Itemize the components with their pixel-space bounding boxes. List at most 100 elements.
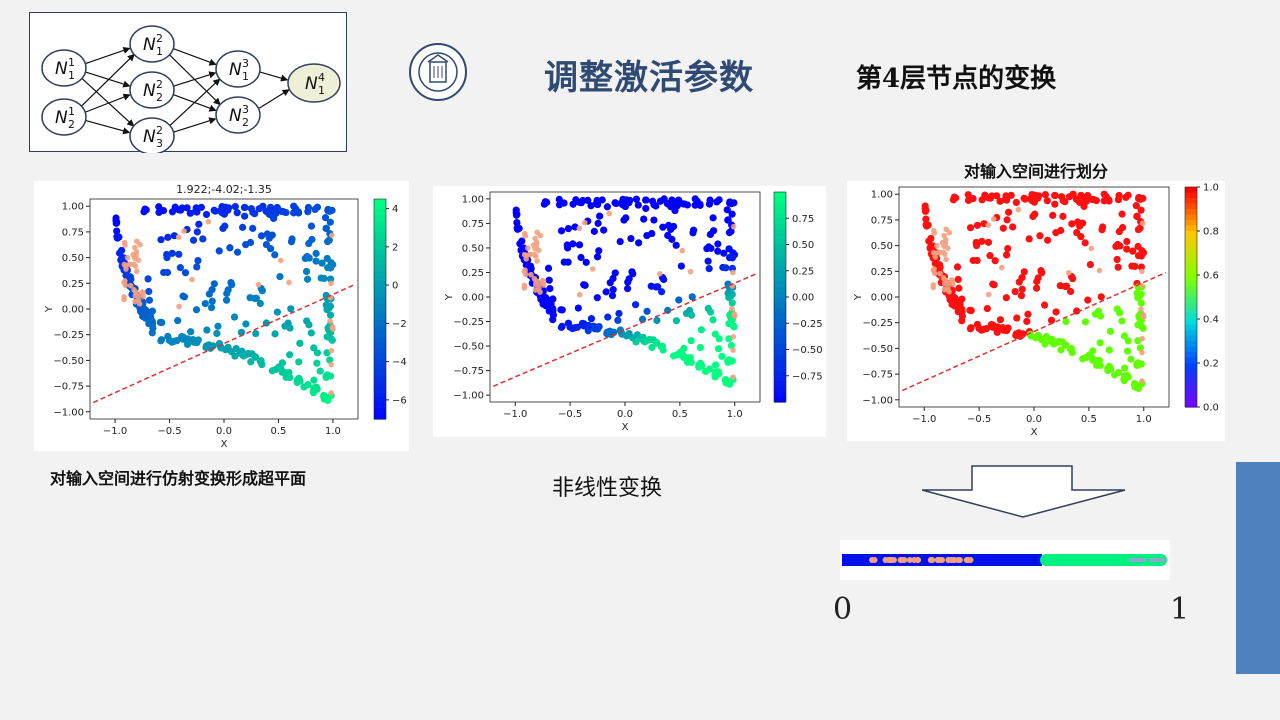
scatter-point [948, 300, 956, 309]
scatter-point [193, 263, 201, 271]
scatter-point [1059, 212, 1067, 220]
scatter-point [1137, 299, 1145, 307]
scatter-point [1002, 294, 1010, 302]
scatter-point [145, 296, 154, 304]
svg-text:2: 2 [156, 32, 163, 45]
scatter-point-sample [131, 286, 137, 293]
scatter-point [672, 317, 681, 325]
scatter-point [193, 228, 201, 236]
scatter-point [978, 237, 986, 245]
colorbar-tick-label: −2 [392, 319, 407, 330]
scatter-point-sample [730, 269, 736, 276]
scatter-point-sample [330, 326, 336, 332]
scatter-plot-affine: 1.922;-4.02;-1.35 −1.0 −0.5 0.0 0.5 1.0 1.00 0.… [44, 183, 407, 450]
y-tick-label: 0.25 [62, 279, 84, 290]
scatter-point-sample [939, 239, 946, 246]
scatter-point-sample [286, 279, 292, 286]
scatter-point [652, 339, 661, 347]
scatter-point-sample [1015, 206, 1022, 213]
scatter-point [327, 264, 335, 272]
scatter-point [232, 344, 240, 353]
scatter-point [558, 322, 566, 330]
scatter-point [993, 328, 1001, 336]
scatter-point [594, 219, 602, 227]
scatter-point [584, 196, 592, 205]
svg-text:N: N [55, 59, 68, 79]
scatter-point [231, 352, 239, 360]
scatter-point [320, 391, 328, 400]
scatter-point [595, 247, 603, 255]
scatter-point-sample [931, 266, 937, 272]
scatter-point [1100, 190, 1108, 198]
scatter-point [258, 287, 266, 295]
scatter-point [608, 292, 617, 300]
svg-text:3: 3 [242, 57, 249, 70]
scatter-point [689, 226, 698, 234]
number-line-sample [1131, 557, 1137, 563]
scatter-point [316, 367, 324, 375]
scatter-point [544, 264, 553, 272]
scatter-point [615, 309, 623, 318]
scatter-point [1105, 362, 1113, 371]
scatter-point [1017, 291, 1026, 300]
scatter-point [213, 329, 221, 338]
scatter-point [247, 358, 255, 366]
scatter-point [924, 221, 932, 229]
scatter-point [1021, 195, 1029, 203]
colorbar-tick-label: 2 [392, 242, 398, 253]
scatter-point [975, 324, 983, 333]
scatter-point [1137, 263, 1146, 271]
svg-text:1: 1 [68, 69, 75, 82]
scatter-point [642, 204, 650, 213]
number-line-sample [891, 557, 898, 563]
scatter-point [967, 324, 975, 332]
scatter-point [307, 329, 315, 337]
network-node: N 11 [41, 49, 87, 87]
svg-text:2: 2 [68, 118, 75, 131]
scatter-point [624, 278, 632, 286]
scatter-point [116, 249, 124, 257]
scatter-point [1043, 197, 1051, 205]
scatter-point [241, 203, 249, 212]
scatter-point [231, 202, 239, 211]
scatter-point-sample [985, 291, 992, 298]
scatter-point-sample [127, 282, 134, 289]
scatter-point [127, 275, 135, 283]
scatter-point [623, 285, 632, 293]
colorbar-tick-label: −0.50 [792, 345, 823, 356]
scatter-point [136, 304, 144, 312]
scatter-point-sample [946, 289, 952, 295]
scatter-point [295, 374, 303, 383]
scatter-point [1120, 332, 1128, 340]
scatter-point [949, 196, 958, 204]
scatter-point [704, 257, 712, 265]
scatter-point [925, 237, 933, 245]
number-line-sample [869, 557, 876, 563]
colorbar-tick-label: 0.25 [792, 266, 814, 277]
y-tick-label: −0.75 [53, 382, 84, 393]
number-line-sample [1149, 557, 1154, 563]
scatter-point-sample [133, 268, 140, 275]
scatter-point [714, 247, 722, 255]
y-tick-label: −1.00 [53, 407, 84, 418]
scatter-point [251, 353, 259, 361]
scatter-point [233, 248, 242, 256]
scatter-point [609, 274, 617, 283]
scatter-point [221, 346, 230, 354]
scatter-point-sample [205, 218, 212, 225]
scatter-point [189, 236, 198, 244]
scatter-point [122, 271, 130, 280]
y-tick-label: −0.75 [862, 370, 893, 381]
plot-partition-title: 对输入空间进行划分 [847, 158, 1225, 184]
x-tick-label: 0.0 [1026, 414, 1042, 425]
scatter-point [1013, 314, 1021, 322]
scatter-point-sample [524, 245, 531, 251]
scatter-point [587, 202, 595, 210]
scatter-point-sample [531, 275, 538, 282]
scatter-point [1057, 193, 1066, 201]
scatter-point-sample [539, 277, 546, 284]
scatter-point [115, 233, 123, 241]
scatter-point [724, 216, 732, 224]
scatter-point [321, 214, 330, 222]
scatter-point [216, 207, 224, 215]
